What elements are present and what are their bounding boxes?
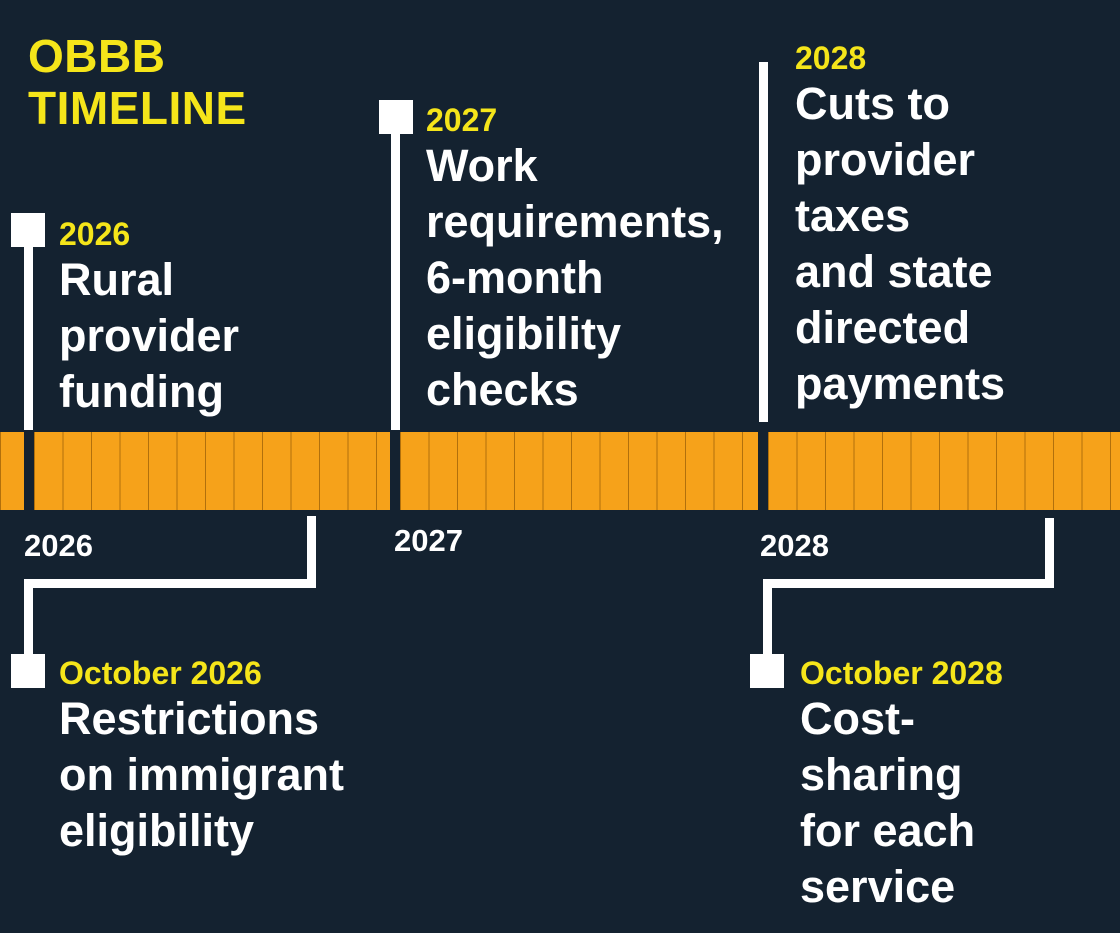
title-line-1: OBBB	[28, 30, 166, 82]
connector-oct-2028-vertical	[1045, 518, 1054, 588]
event-date: October 2026	[59, 655, 262, 691]
connector-oct-2028-drop	[763, 579, 772, 659]
connector-oct-2028-horizontal	[763, 579, 1054, 588]
marker-oct-2026	[11, 654, 45, 688]
event-text: Cuts to provider taxes and state directe…	[795, 78, 1006, 409]
connector-oct-2026-vertical	[307, 516, 316, 588]
event-2027: 2027 Work requirements, 6-month eligibil…	[426, 102, 724, 418]
axis-label-2027: 2027	[394, 523, 463, 558]
event-text: Rural provider funding	[59, 254, 240, 417]
axis-label-2028: 2028	[760, 528, 829, 563]
connector-oct-2026-horizontal	[24, 579, 316, 588]
timeline-segment-2026	[34, 432, 390, 510]
connector-2028	[759, 62, 768, 422]
connector-2027	[391, 118, 400, 430]
timeline-segment-2027	[400, 432, 758, 510]
timeline-segment-2028	[768, 432, 1120, 510]
connector-oct-2026-drop	[24, 579, 33, 659]
page-title: OBBB TIMELINE	[28, 30, 247, 134]
connector-2026	[24, 232, 33, 430]
axis-label-2026: 2026	[24, 528, 93, 563]
event-text: Cost- sharing for each service	[800, 693, 976, 912]
event-date: October 2028	[800, 655, 1003, 691]
event-date: 2028	[795, 40, 867, 76]
event-text: Restrictions on immigrant eligibility	[59, 693, 345, 856]
title-line-2: TIMELINE	[28, 82, 247, 134]
marker-2027	[379, 100, 413, 134]
event-2028: 2028 Cuts to provider taxes and state di…	[795, 40, 1005, 412]
event-text: Work requirements, 6-month eligibility c…	[426, 140, 724, 415]
event-oct-2028: October 2028 Cost- sharing for each serv…	[800, 655, 1003, 915]
timeline-segment-lead	[0, 432, 24, 510]
event-2026: 2026 Rural provider funding	[59, 216, 239, 420]
marker-2026	[11, 213, 45, 247]
event-oct-2026: October 2026 Restrictions on immigrant e…	[59, 655, 344, 859]
marker-oct-2028	[750, 654, 784, 688]
event-date: 2026	[59, 216, 131, 252]
event-date: 2027	[426, 102, 498, 138]
